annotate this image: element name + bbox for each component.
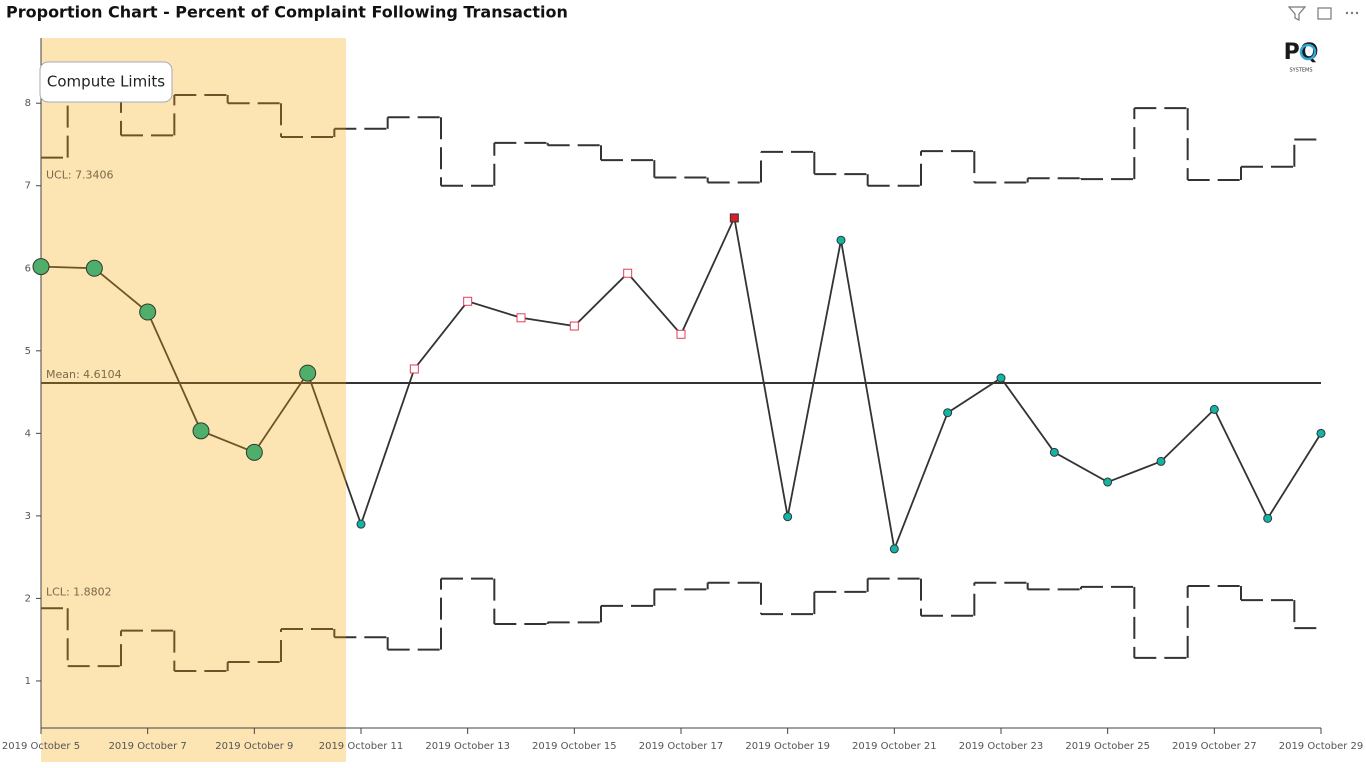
x-tick-label: 2019 October 19: [745, 741, 830, 752]
point: [463, 296, 473, 306]
y-tick-label: 8: [25, 98, 31, 109]
point: [245, 443, 263, 461]
point: [356, 519, 366, 529]
x-tick-label: 2019 October 11: [319, 741, 404, 752]
point: [1049, 447, 1059, 457]
limit-label: UCL: 7.3406: [46, 169, 114, 182]
plot: 1 2 3 4 5 6 7 8 2019 October 5 2019 October 7 2019…: [2, 89, 1364, 752]
toolbar: [1287, 6, 1359, 21]
point: [1156, 456, 1166, 466]
point: [996, 373, 1006, 383]
x-tick-label: 2019 October 9: [215, 741, 293, 752]
x-tick-label: 2019 October 13: [425, 741, 510, 752]
y-tick-label: 5: [25, 346, 31, 357]
point: [409, 364, 419, 374]
x-tick-label: 2019 October 27: [1172, 741, 1257, 752]
more-icon[interactable]: [1345, 11, 1359, 15]
y-tick-label: 6: [25, 263, 31, 274]
point: [889, 544, 899, 554]
point: [1209, 404, 1219, 414]
x-tick-label: 2019 October 29: [1279, 741, 1364, 752]
point: [836, 235, 846, 245]
x-tick-label: 2019 October 15: [532, 741, 617, 752]
point: [729, 213, 739, 223]
point: [1103, 477, 1113, 487]
point: [783, 512, 793, 522]
baseline-region: [41, 38, 346, 762]
button-label[interactable]: Compute Limits: [47, 73, 165, 91]
point: [85, 259, 103, 277]
y-tick-label: 2: [25, 593, 31, 604]
point: [516, 313, 526, 323]
x-tick-label: 2019 October 23: [959, 741, 1044, 752]
limit-label: LCL: 1.8802: [46, 585, 112, 598]
logo: PQ SYSTEMS: [1284, 40, 1319, 74]
y-tick-label: 3: [25, 511, 31, 522]
point: [299, 364, 317, 382]
point: [943, 408, 953, 418]
point: [1263, 513, 1273, 523]
point: [569, 321, 579, 331]
x-tick-label: 2019 October 21: [852, 741, 937, 752]
y-tick-label: 1: [25, 676, 31, 687]
point: [139, 303, 157, 321]
compute-button[interactable]: Compute Limits: [39, 61, 173, 103]
logo-text: SYSTEMS: [1289, 68, 1312, 74]
point: [676, 329, 686, 339]
y-tick-label: 4: [25, 428, 31, 439]
filter-icon[interactable]: [1287, 6, 1307, 21]
x-tick-label: 2019 October 25: [1065, 741, 1150, 752]
x-tick-label: 2019 October 7: [109, 741, 187, 752]
y-tick-label: 7: [25, 181, 31, 192]
x-tick-label: 2019 October 17: [639, 741, 724, 752]
focus-icon[interactable]: [1317, 7, 1332, 20]
point: [32, 258, 50, 276]
chart-title: Proportion Chart - Percent of Complaint …: [6, 3, 568, 22]
x-tick-label: 2019 October 5: [2, 741, 80, 752]
point: [623, 268, 633, 278]
logo-ring: [1299, 43, 1317, 61]
point: [1316, 428, 1326, 438]
button-box[interactable]: [39, 61, 173, 103]
point: [192, 422, 210, 440]
limit-label: Mean: 4.6104: [46, 368, 122, 381]
